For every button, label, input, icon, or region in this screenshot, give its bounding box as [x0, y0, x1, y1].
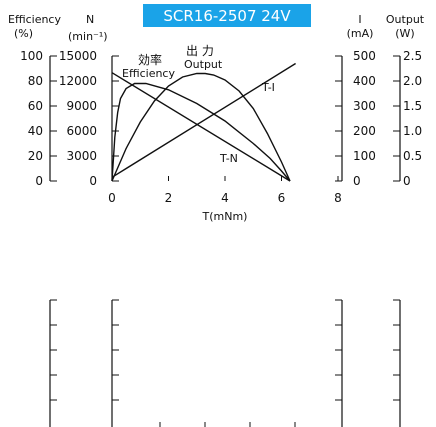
efficiency-tick-label: 40: [28, 124, 43, 138]
x-axis-label: T(mNm): [202, 210, 248, 223]
efficiency-tick-label: 100: [20, 49, 43, 63]
x-tick-label: 6: [278, 191, 286, 205]
current-tick-label: 500: [353, 49, 376, 63]
speed-header: N: [86, 13, 94, 26]
speed-tick-label: 0: [89, 174, 97, 188]
x-tick-label: 4: [221, 191, 229, 205]
x-tick-label: 0: [108, 191, 116, 205]
efficiency-tick-label: 80: [28, 74, 43, 88]
output-label: Output: [184, 58, 223, 71]
title-banner: [143, 4, 311, 27]
current-tick-label: 300: [353, 99, 376, 113]
series-t-i-line: [111, 62, 296, 178]
output-tick-label: 2.5: [403, 49, 422, 63]
current-tick-label: 0: [353, 174, 361, 188]
speed-tick-label: 6000: [66, 124, 97, 138]
x-tick-label: 2: [165, 191, 173, 205]
lower-axes-panel: [49, 299, 401, 427]
x-tick-label: 8: [334, 191, 342, 205]
speed-unit: (min⁻¹): [68, 30, 108, 43]
efficiency-unit: (%): [14, 27, 33, 40]
efficiency-label-cjk: 効率: [138, 52, 162, 67]
efficiency-header: Efficiency: [8, 13, 61, 26]
series-output-line: [111, 72, 291, 182]
efficiency-tick-label: 60: [28, 99, 43, 113]
efficiency-label: Efficiency: [122, 67, 175, 80]
speed-tick-label: 3000: [66, 149, 97, 163]
t-n-label: T-N: [219, 152, 238, 165]
output-tick-label: 2.0: [403, 74, 422, 88]
output-header: Output: [386, 13, 425, 26]
curves: [111, 62, 296, 182]
efficiency-tick-label: 0: [35, 174, 43, 188]
chart-title: SCR16-2507 24V: [163, 7, 291, 25]
current-tick-label: 100: [353, 149, 376, 163]
current-unit: (mA): [347, 27, 374, 40]
output-tick-label: 1.0: [403, 124, 422, 138]
series-t-n-line: [111, 72, 291, 182]
current-header: I: [358, 13, 361, 26]
series-efficiency-line: [111, 82, 291, 182]
speed-tick-label: 15000: [59, 49, 97, 63]
output-tick-label: 1.5: [403, 99, 422, 113]
axes: 1008060402001500012000900060003000050040…: [20, 49, 422, 205]
output-tick-label: 0: [403, 174, 411, 188]
speed-tick-label: 12000: [59, 74, 97, 88]
current-tick-label: 200: [353, 124, 376, 138]
current-tick-label: 400: [353, 74, 376, 88]
t-i-label: T-I: [261, 81, 275, 94]
output-label-cjk: 出 力: [186, 44, 214, 58]
speed-tick-label: 9000: [66, 99, 97, 113]
output-tick-label: 0.5: [403, 149, 422, 163]
efficiency-tick-label: 20: [28, 149, 43, 163]
output-unit: (W): [395, 27, 414, 40]
